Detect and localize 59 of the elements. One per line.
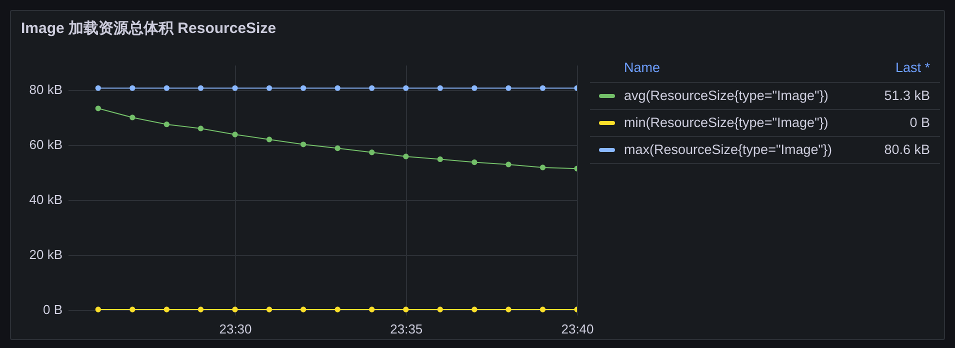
point	[403, 306, 409, 312]
point	[95, 106, 101, 112]
point	[198, 306, 204, 312]
point	[300, 306, 306, 312]
point	[540, 306, 546, 312]
x-tick-label: 23:30	[219, 322, 252, 336]
y-tick-label: 40 kB	[29, 192, 62, 208]
point	[506, 85, 512, 91]
point	[232, 132, 238, 138]
point	[198, 126, 204, 132]
point	[164, 85, 170, 91]
point	[472, 159, 478, 166]
text: Name	[624, 59, 660, 77]
point	[232, 85, 238, 91]
point	[506, 306, 512, 312]
legend-label: max(ResourceSize{type="Image"})	[624, 141, 832, 159]
point	[300, 142, 306, 148]
point	[540, 85, 546, 91]
y-tick-label: 0 B	[42, 302, 62, 318]
point	[437, 306, 443, 312]
y-tick-label: 80 kB	[29, 82, 62, 98]
text: Last *	[895, 59, 930, 77]
x-tick-label: 23:35	[390, 322, 423, 336]
point	[95, 85, 101, 91]
point	[334, 306, 340, 312]
point	[369, 306, 375, 312]
y-tick-label: 60 kB	[29, 137, 62, 152]
point	[130, 306, 136, 312]
point	[130, 114, 136, 120]
point	[334, 85, 340, 91]
point	[130, 85, 136, 91]
point	[334, 145, 340, 152]
point	[403, 154, 409, 160]
point	[164, 122, 170, 128]
text: 80.6 kB	[884, 141, 930, 159]
point	[437, 156, 443, 162]
legend-label: avg(ResourceSize{type="Image"})	[624, 87, 828, 105]
point	[369, 150, 375, 156]
point	[300, 85, 306, 91]
point	[472, 306, 478, 312]
legend-label: min(ResourceSize{type="Image"})	[624, 114, 828, 132]
text: 0 B	[910, 114, 930, 132]
point	[266, 85, 272, 91]
point	[506, 162, 512, 168]
point	[540, 164, 546, 170]
y-tick-label: 20 kB	[29, 247, 62, 262]
chart-title: Image 加载资源总体积 ResourceSize	[21, 19, 276, 38]
text: 51.3 kB	[884, 87, 930, 105]
point	[403, 85, 409, 91]
x-tick-label: 23:40	[561, 322, 594, 336]
point	[198, 85, 204, 91]
point	[472, 85, 478, 91]
point	[437, 85, 443, 91]
point	[369, 85, 375, 91]
point	[266, 136, 272, 142]
point	[95, 306, 101, 312]
point	[164, 306, 170, 312]
point	[232, 306, 238, 312]
point	[266, 306, 272, 312]
